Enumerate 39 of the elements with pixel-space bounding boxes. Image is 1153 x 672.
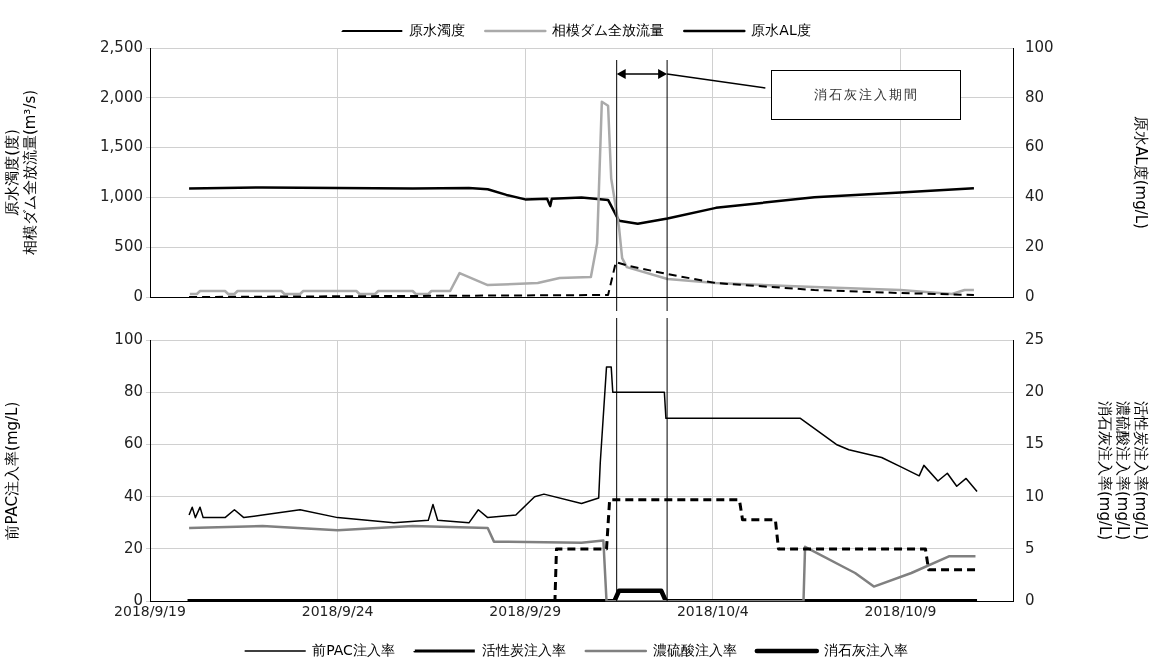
y2-axis-title: 活性炭注入率(mg/L) 濃硫酸注入率(mg/L) 消石灰注入率(mg/L) — [1096, 400, 1151, 541]
y2-tick-label: 5 — [1025, 538, 1035, 557]
legend-label: 消石灰注入率 — [823, 641, 908, 658]
y2-tick-label: 80 — [1025, 87, 1045, 106]
legend-label: 前PAC注入率 — [312, 641, 395, 658]
legend-label: 原水AL度 — [751, 21, 811, 38]
y-axis-title: 前PAC注入率(mg/L) — [2, 401, 21, 540]
y2-axis-title: 原水AL度(mg/L) — [1132, 116, 1151, 229]
y2-tick-label: 20 — [1025, 237, 1045, 256]
y2-tick-label: 0 — [1025, 286, 1035, 305]
y-tick-label: 40 — [123, 486, 143, 505]
text-box: 消石灰注入期間 — [771, 70, 962, 120]
y-tick-label: 0 — [133, 286, 143, 305]
y2-tick-label: 10 — [1025, 486, 1045, 505]
x-tick-label: 2018/10/9 — [864, 603, 937, 620]
x-tick-label: 2018/10/4 — [676, 603, 749, 620]
y-tick-label: 2,500 — [100, 37, 143, 56]
y-tick-label: 500 — [114, 237, 143, 256]
y2-tick-label: 25 — [1025, 329, 1045, 348]
y-tick-label: 2,000 — [100, 87, 143, 106]
x-tick-label: 2018/9/24 — [301, 603, 374, 620]
y2-tick-label: 100 — [1025, 37, 1054, 56]
y2-tick-label: 40 — [1025, 187, 1045, 206]
y-tick-label: 80 — [123, 382, 143, 401]
legend-label: 活性炭注入率 — [481, 641, 566, 658]
y-tick-label: 1,500 — [100, 137, 143, 156]
y-tick-label: 1,000 — [100, 187, 143, 206]
y2-tick-label: 20 — [1025, 382, 1045, 401]
y2-tick-label: 60 — [1025, 137, 1045, 156]
y-tick-label: 60 — [123, 434, 143, 453]
y-tick-label: 20 — [123, 538, 143, 557]
y-axis-title: 原水濁度(度) 相模ダム全放流量(m³/s) — [2, 89, 39, 256]
legend-label: 相模ダム全放流量 — [552, 21, 665, 38]
y2-tick-label: 0 — [1025, 591, 1035, 610]
y2-tick-label: 15 — [1025, 434, 1045, 453]
legend-label: 原水濁度 — [409, 21, 466, 38]
legend-label: 濃硫酸注入率 — [652, 641, 737, 658]
x-tick-label: 2018/9/29 — [489, 603, 562, 620]
y-tick-label: 100 — [114, 329, 143, 348]
